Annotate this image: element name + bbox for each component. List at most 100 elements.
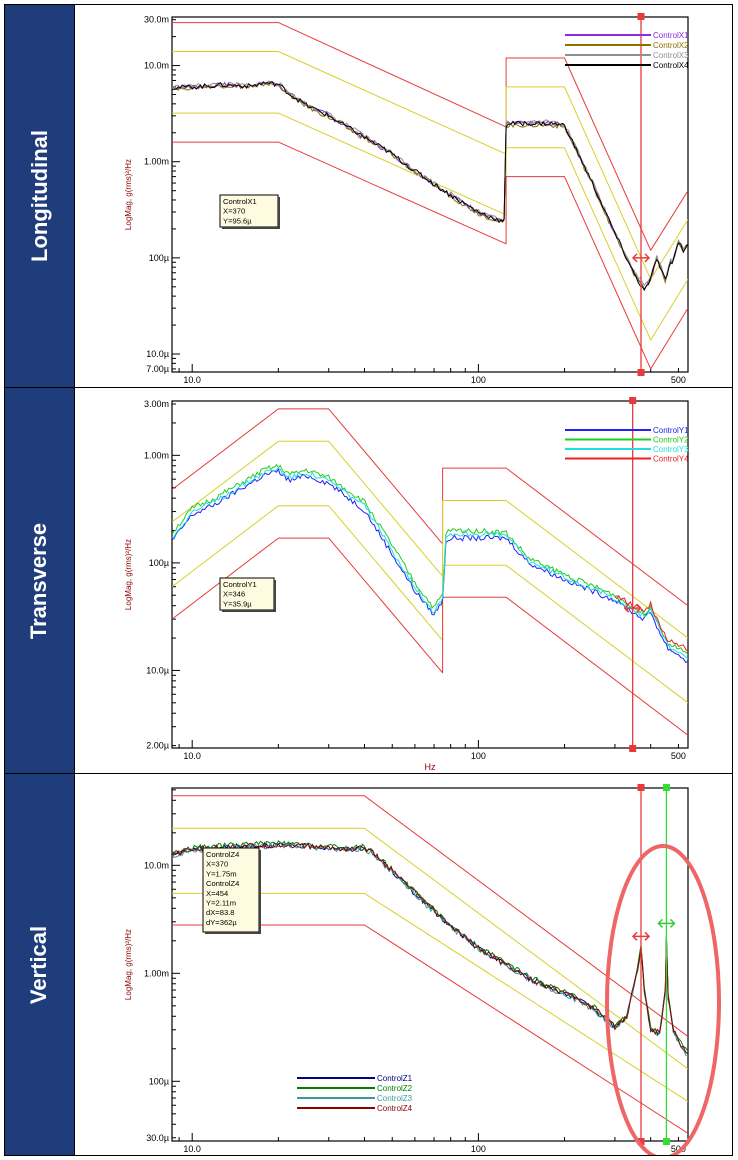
x-tick-label: 10.0 <box>183 751 201 761</box>
peak-arrow-marker <box>631 253 651 263</box>
abort-limit-upper-line <box>172 795 688 1037</box>
readout-line: X=454 <box>206 889 228 898</box>
row-divider-1 <box>4 387 733 388</box>
y-tick-label: 100µ <box>149 1076 169 1086</box>
y-axis-label: LogMag, g(rms)²/Hz <box>124 929 133 1000</box>
column-divider <box>74 4 75 1156</box>
x-ticks <box>178 740 679 748</box>
x-tick-label: 500 <box>671 1144 686 1154</box>
series-line-controly1 <box>172 468 688 663</box>
peak-arrow-right-head <box>644 253 651 263</box>
cursor-handle-top <box>637 784 645 791</box>
x-axis-label: Hz <box>425 386 436 387</box>
cursor-handle-top <box>629 397 637 404</box>
peak-arrow-right-head <box>669 918 676 928</box>
cursor-handle-bottom <box>637 1138 645 1145</box>
peak-arrow-marker <box>623 603 642 613</box>
readout-frame <box>219 194 279 228</box>
series-line-controlx3 <box>172 80 688 287</box>
y-ticks <box>172 19 180 370</box>
readout-shadow-bottom <box>205 932 261 934</box>
row-divider-2 <box>4 773 733 774</box>
legend-entry: ControlX1 <box>653 31 689 40</box>
series-line-controlx4 <box>172 81 688 292</box>
x-tick-label: 10.0 <box>183 1144 201 1154</box>
abort-limit-lower-line <box>172 141 688 370</box>
legend-entry: ControlZ3 <box>377 1094 413 1103</box>
longitudinal-chart: 10.0 100 500 30.0m 10.0m 1.00m 100µ 10.0µ 7.00µ H… <box>124 13 689 387</box>
series-line-controly4 <box>614 594 688 652</box>
readout-shadow-bottom <box>222 227 280 229</box>
peak-arrow-right-head <box>644 931 651 941</box>
legend-entry: ControlX2 <box>653 41 689 50</box>
x-tick-label: 100 <box>471 751 486 761</box>
y-tick-label: 10.0µ <box>146 349 169 359</box>
y-tick-label: 1.00m <box>144 450 169 460</box>
y-tick-label: 100µ <box>149 558 169 568</box>
plot-frame <box>171 787 689 1142</box>
legend-entry: ControlY1 <box>653 426 689 435</box>
x-tick-label: 100 <box>471 1144 486 1154</box>
peak-arrow-left-head <box>657 918 663 928</box>
readout-line: Y=2.11m <box>206 899 236 908</box>
cursor-handle-top <box>637 13 645 20</box>
legend-entry: ControlY3 <box>653 445 689 454</box>
y-tick-label: 7.00µ <box>146 364 169 374</box>
side-label-vertical: Vertical <box>26 925 52 1004</box>
side-label-vertical-panel: Vertical <box>5 774 74 1155</box>
x-tick-label: 500 <box>671 751 686 761</box>
side-label-longitudinal-panel: Longitudinal <box>5 5 74 387</box>
cursor-handle-bottom <box>629 745 637 752</box>
plot-content <box>172 22 688 370</box>
alarm-limit-upper-line <box>172 827 688 1070</box>
y-tick-label: 10.0µ <box>146 665 169 675</box>
readout-line: ControlZ4 <box>206 850 239 859</box>
peak-arrow-left-head <box>631 253 638 263</box>
plot-content <box>172 408 688 736</box>
y-tick-label: 10.0m <box>144 860 169 870</box>
legend-entry: ControlZ2 <box>377 1084 413 1093</box>
cursor-handle-bottom <box>637 369 645 376</box>
side-label-transverse: Transverse <box>26 522 52 639</box>
abort-limit-upper-line <box>172 22 688 251</box>
x-ticks <box>178 1133 679 1141</box>
highlight-ellipse <box>605 844 721 1155</box>
peak-arrow-right-head <box>636 603 642 613</box>
peak-arrow-marker <box>631 931 651 941</box>
side-label-longitudinal: Longitudinal <box>26 130 52 262</box>
readout-shadow-right <box>278 197 280 229</box>
legend-entry: ControlX4 <box>653 61 689 70</box>
y-tick-label: 10.0m <box>144 61 169 71</box>
peak-arrow-left-head <box>623 603 630 613</box>
readout-line: ControlZ4 <box>206 879 239 888</box>
plot-area: 10.0 100 500 3.00m 1.00m 100µ 10.0µ 2.00µ Hz LogM… <box>124 397 689 772</box>
cursor-handle-bottom <box>662 1138 670 1145</box>
series-line-controly3 <box>172 467 688 659</box>
y-tick-label: 30.0µ <box>146 1133 169 1143</box>
y-ticks <box>172 789 180 1139</box>
cursor-readout-box: ControlZ4X=370Y=1.75mControlZ4X=454Y=2.1… <box>202 847 261 934</box>
readout-line: X=370 <box>223 207 245 216</box>
x-ticks <box>178 364 679 372</box>
readout-line: ControlY1 <box>223 580 257 589</box>
legend-entry: ControlY4 <box>653 455 689 464</box>
y-axis-label: LogMag, g(rms)²/Hz <box>124 159 133 230</box>
x-axis-label: Hz <box>425 762 436 772</box>
peak-arrow-marker <box>657 918 676 928</box>
legend-entry: ControlZ1 <box>377 1074 413 1083</box>
legend-entry: ControlY2 <box>653 436 689 445</box>
readout-line: dX=83.8 <box>206 908 235 917</box>
outer-frame <box>4 4 733 1156</box>
x-tick-label: 500 <box>671 375 686 385</box>
readout-shadow-right <box>259 850 261 934</box>
plot-area: 10.0 100 500 30.0m 10.0m 1.00m 100µ 10.0µ 7.00µ H… <box>124 13 689 387</box>
series-line-controly2 <box>172 463 688 656</box>
side-label-transverse-panel: Transverse <box>5 388 74 773</box>
legend-entry: ControlX3 <box>653 51 689 60</box>
y-axis-label: LogMag, g(rms)²/Hz <box>124 539 133 610</box>
